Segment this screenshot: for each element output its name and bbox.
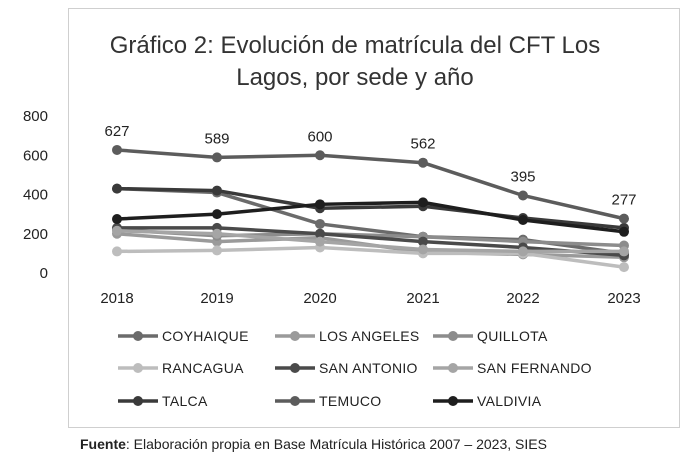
legend-label: LOS ANGELES [319,328,420,344]
data-label: 395 [510,168,535,185]
source-label: Fuente [80,436,126,452]
data-point-temuco [212,152,222,163]
legend-item-los-angeles: LOS ANGELES [275,328,420,344]
chart-title-line-2: Lagos, por sede y año [236,64,474,91]
data-point-san-fernando [518,246,528,257]
source-text: : Elaboración propia en Base Matrícula H… [125,436,547,452]
data-point-valdivia [518,215,528,226]
data-point-san-antonio [418,236,428,247]
legend-item-san-fernando: SAN FERNANDO [433,360,592,376]
legend-item-san-antonio: SAN ANTONIO [275,360,418,376]
legend-swatch-marker [290,331,300,341]
legend-item-quillota: QUILLOTA [433,328,548,344]
data-point-talca [112,183,122,194]
legend-swatch-marker [448,331,458,341]
series-line-san-antonio [117,226,625,258]
data-point-valdivia [418,197,428,208]
legend-label: RANCAGUA [162,360,244,376]
legend-swatch-marker [448,396,458,406]
y-tick-label: 200 [23,226,48,243]
legend-label: QUILLOTA [477,328,548,344]
series-line-san-fernando [116,229,624,254]
legend-swatch-marker [290,363,300,373]
data-point-rancagua [212,245,222,256]
data-point-valdivia [315,199,325,210]
chart-title: Gráfico 2: Evolución de matrícula del CF… [95,30,615,94]
data-point-talca [212,185,222,196]
data-label: 627 [104,123,129,140]
legend-item-rancagua: RANCAGUA [118,360,244,376]
data-point-rancagua [619,262,629,273]
legend-item-coyhaique: COYHAIQUE [118,328,249,344]
legend-swatch-marker [290,396,300,406]
x-tick-label: 2021 [406,290,439,307]
data-point-valdivia [112,214,122,225]
data-point-san-fernando [112,225,122,236]
data-point-san-fernando [418,244,428,255]
data-point-valdivia [212,209,222,220]
legend-item-valdivia: VALDIVIA [433,393,542,409]
data-point-san-antonio [315,228,325,239]
y-tick-label: 600 [23,147,48,164]
data-point-temuco [619,213,629,224]
y-tick-label: 800 [23,108,48,125]
series-line-rancagua [116,245,625,269]
y-tick-label: 400 [23,187,48,204]
legend-label: SAN FERNANDO [477,360,592,376]
data-label: 589 [204,130,229,147]
legend-label: TALCA [162,393,208,409]
legend-label: COYHAIQUE [162,328,249,344]
data-point-san-fernando [212,228,222,239]
data-point-rancagua [112,246,122,257]
data-label: 562 [410,136,435,153]
source-note: Fuente: Elaboración propia en Base Matrí… [80,436,700,452]
data-point-temuco [112,144,122,155]
data-point-temuco [418,157,428,168]
legend-label: SAN ANTONIO [319,360,418,376]
legend-swatch-marker [133,396,143,406]
series-line-valdivia [116,200,625,234]
legend-item-temuco: TEMUCO [275,393,381,409]
data-label: 600 [307,128,332,145]
data-point-valdivia [619,226,629,237]
legend-label: VALDIVIA [477,393,542,409]
x-tick-label: 2018 [100,290,133,307]
y-tick-label: 0 [40,265,48,282]
x-tick-label: 2019 [200,290,233,307]
x-tick-label: 2020 [303,290,336,307]
data-point-temuco [518,190,528,201]
series-line-talca [116,186,625,230]
data-point-temuco [315,150,325,161]
legend-swatch-marker [133,331,143,341]
x-tick-label: 2023 [607,290,640,307]
data-point-san-fernando [315,236,325,247]
legend-label: TEMUCO [319,393,381,409]
legend-swatch-marker [133,363,143,373]
legend-swatch-marker [448,363,458,373]
data-point-coyhaique [315,218,325,229]
data-label: 277 [611,192,636,209]
data-point-san-fernando [619,246,629,257]
chart-title-line-1: Gráfico 2: Evolución de matrícula del CF… [109,32,601,59]
legend-item-talca: TALCA [118,393,208,409]
series-line-temuco [116,148,625,221]
x-tick-label: 2022 [506,290,539,307]
